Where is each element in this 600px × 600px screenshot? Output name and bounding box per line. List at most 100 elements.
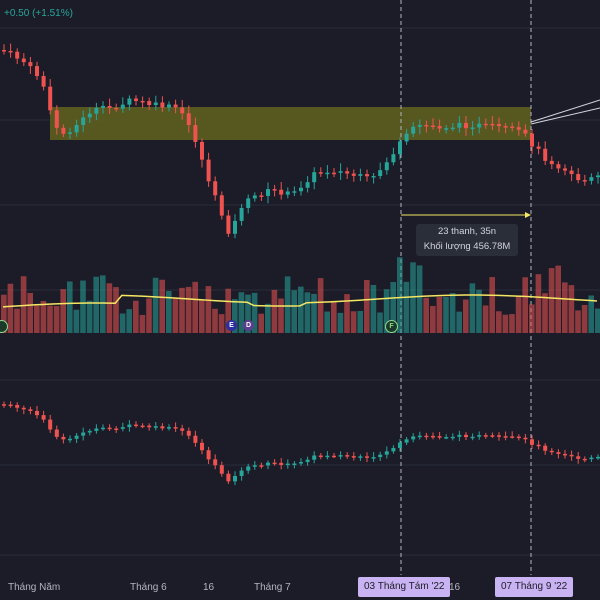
volume-bar [238,292,245,333]
candle-body [398,141,402,155]
candle-body [483,435,488,437]
volume-bar [344,294,350,333]
candle-body [68,132,72,134]
candle-body [246,198,251,208]
candle-body [193,435,198,443]
candle-body [490,123,495,126]
candle-body [81,117,86,125]
candle-body [94,107,99,114]
volume-bar [159,279,165,333]
candle-body [543,445,548,451]
candle-body [596,456,600,459]
measure-arrowhead [525,212,531,218]
candle-body [186,430,191,436]
candle-body [483,123,488,126]
candle-body [318,172,323,174]
candle-body [87,113,92,118]
volume-bar [430,306,436,333]
volume-bar [364,280,370,333]
candle-body [431,435,435,438]
candle-body [497,435,501,437]
volume-bar [185,286,192,333]
volume-bar [27,292,33,333]
candle-body [28,62,33,67]
candle-body [153,426,158,428]
candle-body [54,429,59,437]
volume-bar [337,312,344,333]
volume-bar [568,285,575,333]
x-label-16-jun: 16 [203,582,215,593]
candle-body [411,436,416,440]
candle-body [259,465,264,467]
volume-bar [106,283,113,333]
candle-body [153,102,158,106]
candle-body [61,436,66,440]
candle-body [371,457,376,459]
candle-body [279,462,284,465]
candle-body [358,174,363,176]
secondary-candles [2,401,600,486]
candle-body [279,189,284,195]
candle-body [35,410,39,416]
candle-body [173,104,178,108]
candle-body [226,473,231,482]
event-marker-f[interactable]: F [385,320,398,333]
volume-bar [47,305,53,333]
trend-line-2 [530,107,600,125]
volume-bar [172,298,179,333]
volume-bar [232,299,238,333]
volume-bar [562,282,568,333]
candle-body [503,126,508,128]
candle-body [424,124,429,127]
volume-bars [1,257,600,333]
candle-body [332,172,336,175]
candle-body [563,453,567,456]
x-label-16-aug: 16 [449,582,461,593]
candle-body [411,126,416,134]
volume-bar [139,314,146,333]
candle-body [318,455,323,458]
candle-body [285,463,290,466]
candle-body [332,455,336,458]
event-marker-e[interactable]: E [226,320,237,331]
candle-body [239,207,244,221]
highlight-zone [50,107,531,140]
volume-bar [496,311,502,333]
candle-body [523,129,528,134]
event-marker-d[interactable]: D [243,320,254,331]
volume-bar [93,276,99,333]
candle-body [530,439,534,445]
candle-body [8,50,13,53]
candle-body [107,427,112,430]
volume-bar [397,257,403,333]
volume-bar [509,314,515,333]
volume-bar [331,300,337,333]
candle-body [523,437,528,440]
candle-body [285,191,290,195]
event-marker-left[interactable] [0,320,8,333]
candle-body [147,425,152,428]
volume-bar [291,290,297,333]
candle-body [549,450,554,453]
candle-body [589,457,594,460]
volume-bar [67,281,73,333]
candle-body [576,174,581,181]
candle-body [81,432,86,436]
candle-body [576,456,581,459]
volume-bar [271,289,278,333]
candle-body [74,435,79,439]
price-change: +0.50 (+1.51%) [4,8,73,19]
candle-body [2,404,6,406]
candle-body [549,160,554,165]
volume-bar [522,277,528,333]
volume-bar [443,296,449,333]
candle-body [305,182,310,188]
candle-body [206,450,211,460]
volume-bar [126,309,132,333]
volume-bar [304,292,311,333]
volume-bar [482,305,489,333]
candle-body [127,424,132,428]
candle-body [127,98,132,105]
volume-bar [463,299,469,333]
